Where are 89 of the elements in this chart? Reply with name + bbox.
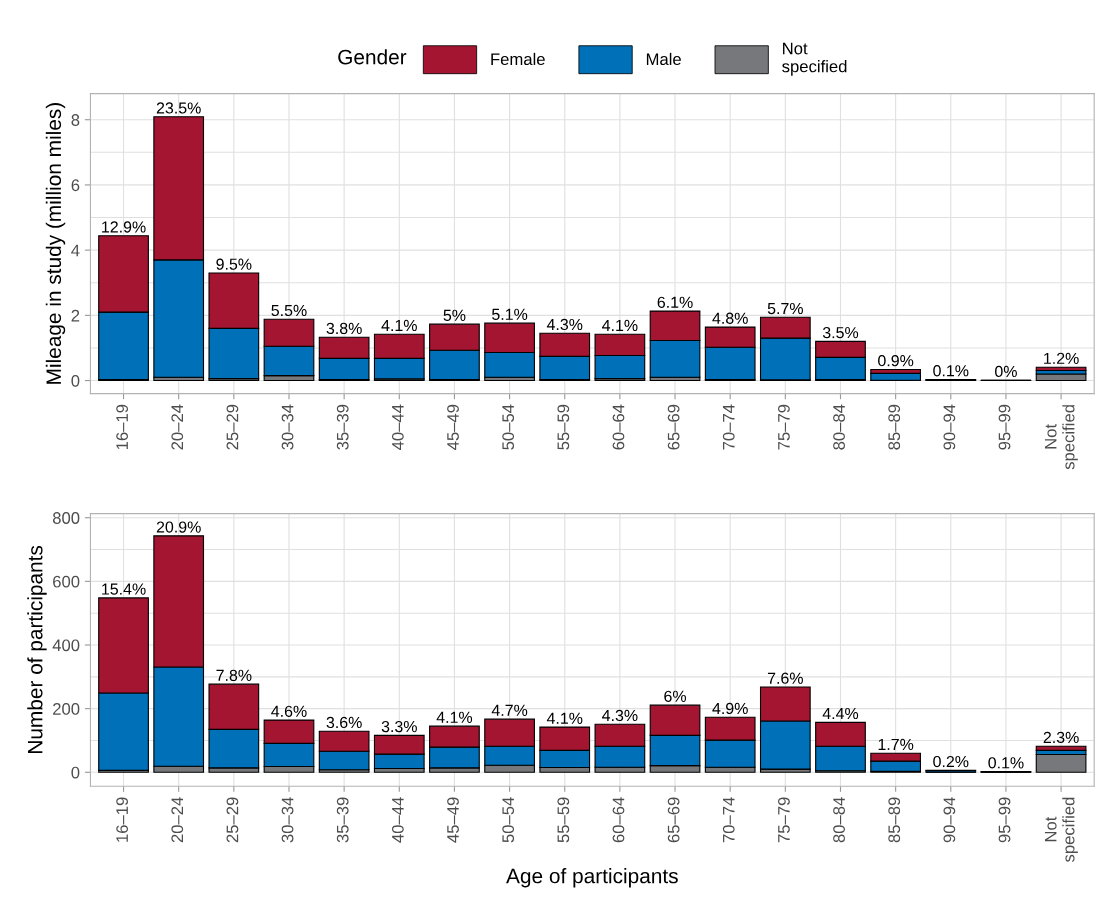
annotation: 4.1% xyxy=(436,711,473,723)
x-tick-label: 40–44 xyxy=(391,797,404,843)
annotation: 0.9% xyxy=(878,355,914,367)
x-tick-label: 25–29 xyxy=(226,797,239,843)
annotation: 3.8% xyxy=(326,322,362,335)
x-tick-label: 65–69 xyxy=(667,797,680,843)
annotation: 0.2% xyxy=(933,755,969,768)
annotation: 23.5% xyxy=(156,102,201,114)
x-tick-label: 20–24 xyxy=(171,797,184,843)
annotation: 7.8% xyxy=(216,669,252,681)
x-tick-label: 45–49 xyxy=(447,797,459,843)
annotation: 5.1% xyxy=(492,308,528,321)
x-tick-label: 25–29 xyxy=(226,404,239,450)
x-tick-label: 50–54 xyxy=(502,404,515,450)
y-tick-label: 4 xyxy=(71,244,80,257)
annotation: 4.3% xyxy=(602,709,638,722)
x-tick-label: 30–34 xyxy=(281,797,294,843)
annotation: 0.1% xyxy=(988,757,1024,769)
y-tick-label: 2 xyxy=(71,309,80,322)
y-axis-title: Mileage in study (million miles) xyxy=(45,103,66,384)
x-axis-title: Age of participants xyxy=(506,868,678,888)
annotation: 3.6% xyxy=(326,716,362,729)
x-tick-label: 75–79 xyxy=(778,797,790,843)
x-tick-label: 55–59 xyxy=(557,404,570,450)
x-tick-label: 90–94 xyxy=(943,797,956,843)
x-tick-label: Not specified xyxy=(1044,405,1078,470)
x-tick-label: 20–24 xyxy=(171,404,184,450)
x-tick-label: 65–69 xyxy=(667,404,680,450)
annotation: 4.8% xyxy=(712,312,748,324)
annotation: 4.6% xyxy=(271,705,307,717)
y-tick-label: 800 xyxy=(52,512,80,524)
y-axis-title: Number of participants xyxy=(27,545,47,754)
annotation: 5% xyxy=(443,309,466,321)
annotation: 9.5% xyxy=(216,258,252,270)
x-tick-label: 60–64 xyxy=(612,797,625,843)
x-tick-label: 95–99 xyxy=(998,404,1011,450)
legend-label: Female xyxy=(491,52,545,66)
x-tick-label: 70–74 xyxy=(722,404,735,450)
x-tick-label: 90–94 xyxy=(943,404,956,450)
x-tick-label: 40–44 xyxy=(391,404,404,450)
x-tick-label: 35–39 xyxy=(336,404,349,450)
annotation: 4.1% xyxy=(381,319,417,332)
x-tick-label: 55–59 xyxy=(557,797,570,843)
y-tick-label: 8 xyxy=(71,114,80,126)
annotation: 3.3% xyxy=(381,720,417,733)
annotation: 4.9% xyxy=(712,702,748,715)
annotation: 0% xyxy=(995,365,1017,378)
annotation: 4.7% xyxy=(491,704,528,716)
annotation: 5.5% xyxy=(271,304,307,317)
y-tick-label: 200 xyxy=(53,703,80,715)
annotation: 1.7% xyxy=(878,738,914,750)
y-tick-label: 0 xyxy=(71,766,80,779)
y-tick-label: 6 xyxy=(71,179,80,192)
annotation: 0.1% xyxy=(933,365,969,377)
annotation: 4.1% xyxy=(546,712,583,724)
x-tick-label: Not specified xyxy=(1044,797,1078,863)
x-tick-label: 60–64 xyxy=(612,404,625,450)
x-tick-label: 16–19 xyxy=(116,404,129,450)
x-tick-label: 30–34 xyxy=(281,404,294,450)
annotation: 5.7% xyxy=(767,302,803,315)
annotation: 3.5% xyxy=(822,326,859,339)
annotation: 12.9% xyxy=(102,221,146,233)
annotation: 7.6% xyxy=(767,672,803,684)
annotation: 1.2% xyxy=(1044,352,1079,364)
y-tick-label: 400 xyxy=(52,639,80,652)
x-tick-label: 75–79 xyxy=(778,404,790,450)
annotation: 6% xyxy=(664,690,687,702)
x-tick-label: 80–84 xyxy=(833,404,845,450)
x-tick-label: 70–74 xyxy=(722,797,735,843)
x-tick-label: 16–19 xyxy=(116,797,129,842)
x-tick-label: 45–49 xyxy=(447,404,459,450)
annotation: 4.1% xyxy=(602,319,638,332)
annotation: 2.3% xyxy=(1043,731,1079,744)
annotation: 4.4% xyxy=(822,707,859,720)
x-tick-label: 85–89 xyxy=(888,404,901,450)
annotation: 15.4% xyxy=(102,583,146,595)
annotation: 6.1% xyxy=(657,296,693,308)
x-tick-label: 80–84 xyxy=(833,797,845,843)
legend-title: Gender xyxy=(338,49,407,65)
annotation: 4.3% xyxy=(546,318,583,331)
legend-label: Male xyxy=(646,52,681,66)
y-tick-label: 600 xyxy=(53,575,80,588)
legend-label: Not specified xyxy=(782,42,847,76)
x-tick-label: 85–89 xyxy=(888,797,901,843)
x-tick-label: 35–39 xyxy=(336,797,349,843)
y-tick-label: 0 xyxy=(71,374,80,387)
x-tick-label: 95–99 xyxy=(998,797,1011,843)
annotation: 20.9% xyxy=(156,521,201,533)
x-tick-label: 50–54 xyxy=(502,797,515,843)
